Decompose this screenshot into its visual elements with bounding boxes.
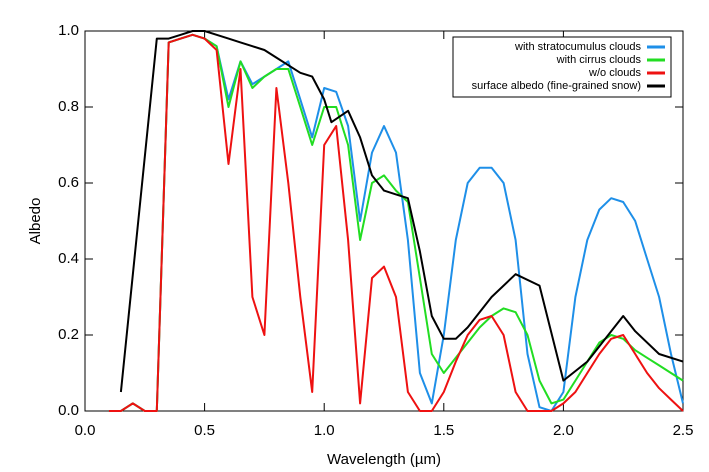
series-line — [119, 30, 684, 393]
plot-frame — [84, 30, 684, 412]
y-tick-label: 0.0 — [58, 402, 79, 419]
x-tick-label: 1.0 — [314, 422, 335, 439]
legend-label: surface albedo (fine-grained snow) — [472, 80, 641, 92]
y-tick-label: 1.0 — [58, 22, 79, 39]
x-tick-label: 1.5 — [433, 422, 454, 439]
x-tick-label: 2.5 — [673, 422, 694, 439]
x-axis-label: Wavelength (µm) — [327, 451, 441, 468]
legend-label: w/o clouds — [588, 67, 641, 79]
y-tick-label: 0.2 — [58, 326, 79, 343]
x-tick-label: 0.5 — [194, 422, 215, 439]
y-axis-label: Albedo — [27, 198, 44, 245]
x-tick-label: 0.0 — [75, 422, 96, 439]
y-tick-label: 0.4 — [58, 250, 79, 267]
y-tick-label: 0.6 — [58, 174, 79, 191]
y-tick-label: 0.8 — [58, 98, 79, 115]
x-tick-label: 2.0 — [553, 422, 574, 439]
legend-label: with cirrus clouds — [556, 54, 642, 66]
series-line — [108, 33, 684, 412]
legend-label: with stratocumulus clouds — [514, 41, 641, 53]
legend-box — [452, 36, 672, 98]
